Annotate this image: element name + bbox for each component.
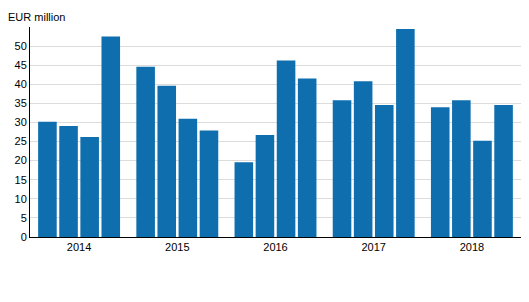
svg-text:20: 20 — [15, 154, 27, 166]
svg-text:2018: 2018 — [460, 241, 484, 253]
svg-text:5: 5 — [21, 212, 27, 224]
svg-text:2017: 2017 — [361, 241, 385, 253]
svg-text:2016: 2016 — [263, 241, 287, 253]
svg-text:EUR million: EUR million — [8, 11, 65, 23]
svg-text:15: 15 — [15, 174, 27, 186]
svg-text:10: 10 — [15, 193, 27, 205]
svg-text:0: 0 — [21, 231, 27, 243]
svg-text:45: 45 — [15, 59, 27, 71]
svg-text:30: 30 — [15, 116, 27, 128]
svg-text:25: 25 — [15, 135, 27, 147]
svg-text:2015: 2015 — [165, 241, 189, 253]
svg-text:2014: 2014 — [67, 241, 91, 253]
svg-text:50: 50 — [15, 40, 27, 52]
svg-text:35: 35 — [15, 97, 27, 109]
svg-text:40: 40 — [15, 78, 27, 90]
